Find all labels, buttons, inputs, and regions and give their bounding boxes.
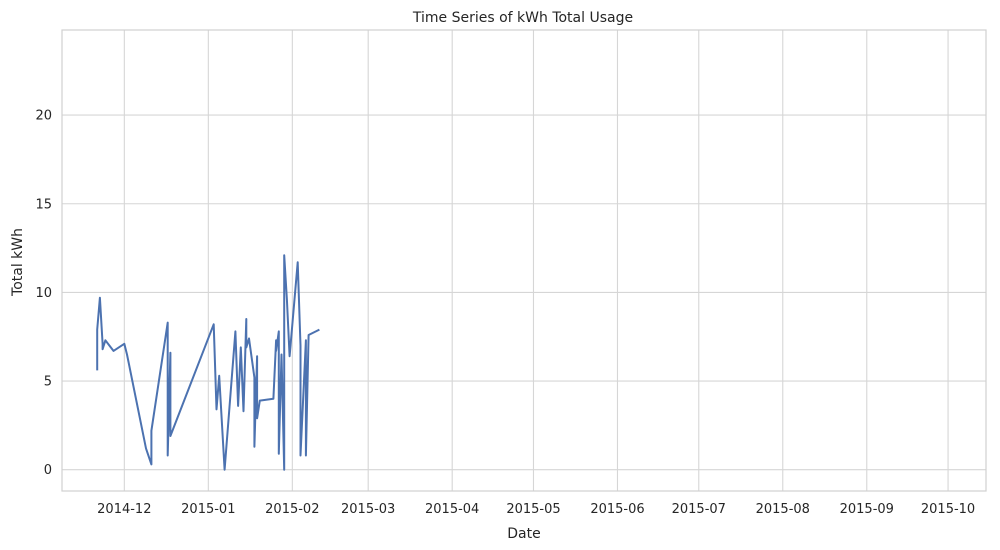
y-tick-label: 10 xyxy=(35,286,52,301)
plot-frame xyxy=(61,29,987,492)
x-tick-label: 2015-09 xyxy=(840,502,894,517)
tick-labels: 0 5 10 15 20 2014-12 2015-01 2015-02 2015-03 2015… xyxy=(35,109,975,517)
x-tick-label: 2014-12 xyxy=(97,502,151,517)
y-tick-label: 20 xyxy=(35,109,52,124)
series-line-0 xyxy=(96,254,320,471)
x-tick-label: 2015-04 xyxy=(425,502,479,517)
y-axis-label: Total kWh xyxy=(10,228,26,297)
x-tick-label: 2015-06 xyxy=(590,502,644,517)
x-tick-label: 2015-03 xyxy=(341,502,395,517)
x-tick-label: 2015-07 xyxy=(672,502,726,517)
y-tick-label: 0 xyxy=(44,463,52,478)
x-tick-label: 2015-10 xyxy=(921,502,975,517)
chart-title: Time Series of kWh Total Usage xyxy=(412,10,633,26)
x-tick-label: 2015-05 xyxy=(506,502,560,517)
grid-lines xyxy=(62,30,986,491)
y-tick-label: 5 xyxy=(44,375,52,390)
x-tick-label: 2015-01 xyxy=(181,502,235,517)
x-tick-label: 2015-08 xyxy=(756,502,810,517)
y-tick-label: 15 xyxy=(35,197,52,212)
x-tick-label: 2015-02 xyxy=(265,502,319,517)
x-axis-label: Date xyxy=(507,526,540,542)
series-layer xyxy=(96,254,320,471)
